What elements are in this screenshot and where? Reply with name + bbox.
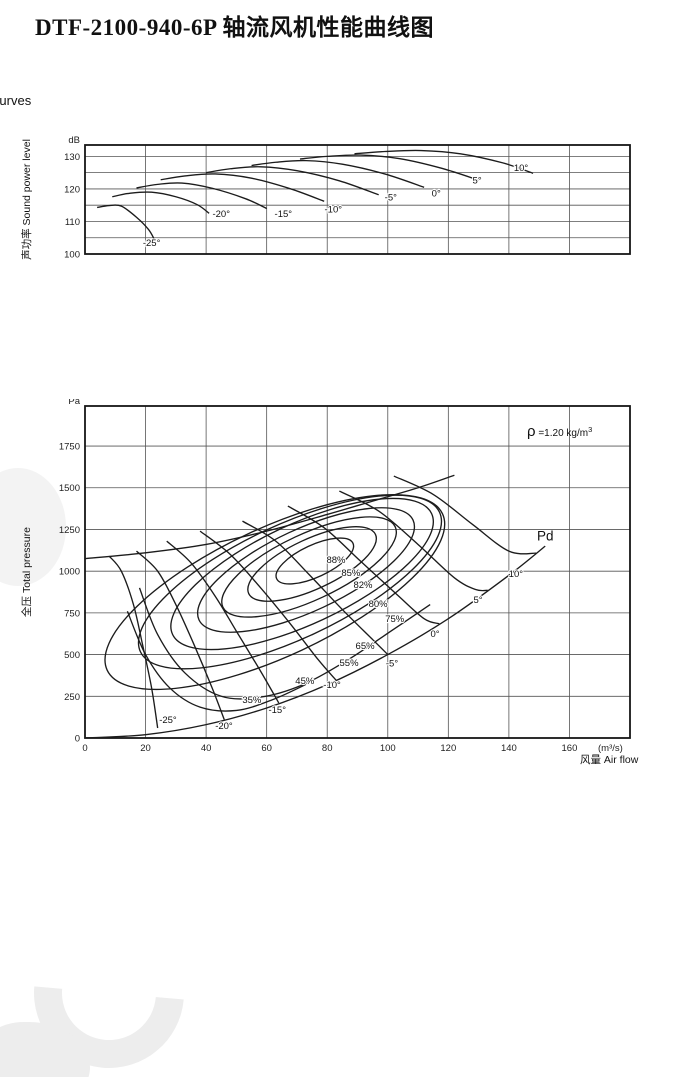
curve-label-5°: 5° (473, 176, 482, 187)
y-tick: 500 (64, 650, 80, 661)
x-tick: 140 (501, 743, 517, 754)
y-tick: 250 (64, 692, 80, 703)
curve-pitch--5deg (242, 520, 389, 656)
contour-65% (137, 494, 443, 670)
plot-curves (96, 149, 534, 241)
curve-label--5°: -5° (386, 658, 398, 669)
curve-label-82%: 82% (353, 580, 373, 591)
y-tick: 0 (75, 734, 80, 745)
y-unit: Pa (68, 399, 80, 407)
curve-Pd (85, 545, 546, 738)
contour-75% (170, 497, 435, 651)
x-tick: 0 (82, 743, 87, 754)
curve-label-0°: 0° (432, 189, 441, 200)
curve-label-55%: 55% (340, 658, 360, 669)
curve-eff-35pct (126, 610, 310, 712)
curve--10deg (160, 173, 325, 202)
curve-label-5°: 5° (473, 595, 482, 606)
curve--5deg (206, 166, 379, 196)
curve-label-10°: 10° (509, 569, 524, 580)
contour-55% (104, 493, 446, 691)
x-unit: (m³/s) (598, 743, 623, 754)
curve-pitch-0deg (287, 505, 440, 625)
sound-power-chart: -25° -20° -15° -10° -5° 0° 5° 10° 100 110 120 130 dB… (20, 135, 631, 261)
y-tick: 750 (64, 608, 80, 619)
curve-label-45%: 45% (295, 676, 315, 687)
curve--15deg (136, 182, 267, 210)
curve-5deg (299, 154, 479, 181)
curve-label-80%: 80% (369, 599, 389, 610)
plot-grid (84, 144, 631, 255)
plot-frame (84, 144, 631, 255)
curve-label--10°: -10° (323, 680, 341, 691)
x-tick: 40 (201, 743, 212, 754)
contour-88% (275, 537, 355, 585)
curve-label-10°: 10° (514, 163, 529, 174)
y-tick: 1000 (59, 567, 80, 578)
curve-label--20°: -20° (215, 721, 233, 732)
contour-85% (247, 526, 378, 602)
plot-curves (85, 474, 546, 738)
density-note: ρ =1.20 kg/m3 (527, 423, 592, 440)
x-tick: 160 (562, 743, 578, 754)
curve-label-35%: 35% (242, 695, 262, 706)
curve--20deg (112, 191, 210, 214)
curve-pitch--10deg (199, 530, 337, 681)
subtitle-performance-curves: Performance Curves (0, 93, 32, 108)
curve-label-Pd: Pd (537, 528, 554, 543)
curve-pitch-5deg (339, 490, 488, 592)
y-tick: 1500 (59, 483, 80, 494)
page-title: DTF-2100-940-6P 轴流风机性能曲线图 (35, 15, 435, 40)
x-tick: 80 (322, 743, 333, 754)
curve-label--15°: -15° (268, 705, 286, 716)
curve-pitch--15deg (166, 540, 280, 704)
y-tick: 110 (65, 217, 80, 228)
contour-82% (221, 516, 398, 618)
curve-surge-line (85, 474, 455, 560)
y-tick: 1750 (59, 442, 80, 453)
total-pressure-chart: -25° -20° -15° -10° -5° 0° 5° 10° 88% 85%82% 80% 75… (20, 396, 639, 766)
x-tick: 60 (261, 743, 272, 754)
curve--25deg (96, 204, 156, 241)
curve-pitch--20deg (136, 550, 225, 720)
curve-label-85%: 85% (341, 568, 361, 579)
contour-80% (196, 507, 416, 633)
curve-label-88%: 88% (326, 555, 346, 566)
curve-pitch-10deg (393, 475, 537, 555)
curve-label--15°: -15° (275, 209, 293, 220)
curve-label--25°: -25° (143, 238, 161, 249)
x-tick: 100 (380, 743, 396, 754)
curve-10deg (354, 149, 534, 174)
y-tick: 1250 (59, 525, 80, 536)
curve-label-65%: 65% (356, 641, 376, 652)
curve-label--25°: -25° (159, 715, 177, 726)
curve-label--20°: -20° (212, 209, 230, 220)
curve-eff-45pct (138, 587, 431, 700)
curve-pitch--25deg (108, 555, 159, 729)
y-tick: 100 (64, 250, 80, 261)
x-axis-label: 风量 Air flow (580, 754, 639, 766)
curve-label--10°: -10° (325, 204, 343, 215)
y-axis-label: 全压 Total pressure (20, 527, 33, 617)
x-tick: 120 (440, 743, 456, 754)
y-unit: dB (68, 135, 80, 146)
curve-label-0°: 0° (430, 629, 439, 640)
x-tick: 20 (140, 743, 151, 754)
curve-0deg (251, 159, 425, 188)
curve-label-75%: 75% (385, 614, 405, 625)
plot-frame (84, 405, 631, 739)
y-tick: 130 (64, 152, 80, 163)
y-axis-label: 声功率 Sound power level (20, 139, 33, 260)
y-tick: 120 (64, 184, 80, 195)
curve-label--5°: -5° (385, 193, 397, 204)
